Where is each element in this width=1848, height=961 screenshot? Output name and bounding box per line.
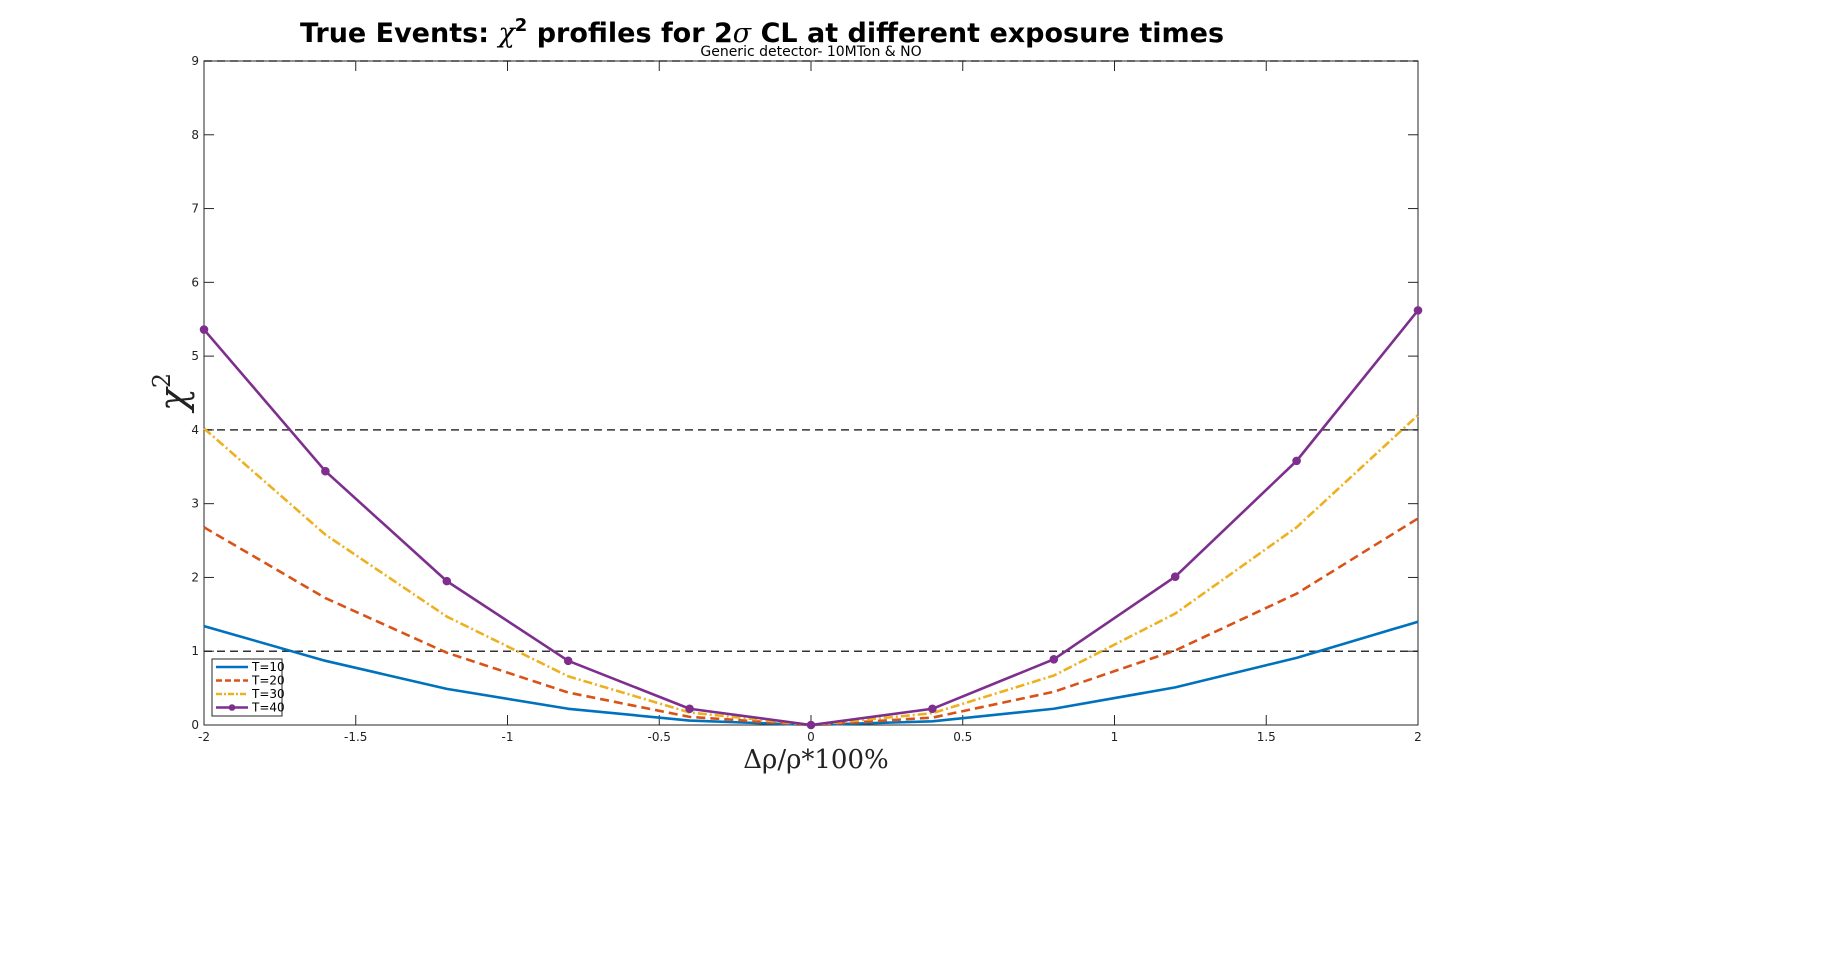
data-point	[806, 720, 816, 730]
chart-title: True Events: χ2 profiles for 2σ CL at di…	[300, 15, 1224, 49]
y-axis-label: χ2	[148, 373, 195, 414]
data-point	[1292, 456, 1301, 466]
x-tick-label: 1	[1111, 730, 1119, 744]
plot-area: -2 -1.5 -1 -0.5 0 0.5 1 1.5 2 0 1 2 3 4 5 6 7 8 9	[191, 54, 1423, 744]
title-chi-exponent: 2	[515, 15, 528, 36]
x-tick-label: 0.5	[953, 730, 972, 744]
x-tick-label: 0	[807, 730, 815, 744]
data-point	[442, 576, 452, 586]
y-tick-label: 7	[191, 202, 199, 216]
y-tick-label: 9	[191, 54, 199, 68]
x-tick-label: -1	[502, 730, 514, 744]
y-tick-label: 3	[191, 497, 199, 511]
series-line-t40	[203, 309, 1420, 727]
data-point	[1049, 655, 1059, 664]
x-tick-label: 2	[1414, 730, 1422, 744]
y-tick-label: 1	[191, 644, 199, 658]
data-point	[321, 466, 330, 476]
title-sigma-symbol: σ	[733, 18, 753, 49]
legend-label: T=20	[251, 674, 285, 688]
data-point	[1413, 306, 1423, 315]
x-tick-label: -2	[198, 730, 210, 744]
series-line-t30	[203, 414, 1419, 727]
x-tick-label: -0.5	[648, 730, 671, 744]
data-point	[199, 325, 209, 334]
legend-label: T=10	[251, 660, 285, 674]
legend-label: T=30	[251, 687, 285, 701]
x-tick-label: 1.5	[1257, 730, 1276, 744]
legend-label: T=40	[251, 701, 285, 715]
legend-marker	[228, 704, 236, 711]
y-tick-label: 2	[191, 570, 199, 584]
series-line-t10	[203, 620, 1419, 727]
axes-box	[203, 60, 1419, 726]
series-line-t20	[203, 517, 1419, 727]
data-point	[928, 704, 937, 714]
chart-subtitle: Generic detector- 10MTon & NO	[700, 44, 921, 60]
y-tick-label: 8	[191, 128, 199, 142]
y-tick-label: 0	[191, 718, 199, 732]
data-point	[563, 656, 573, 666]
y-tick-label: 5	[191, 349, 199, 363]
legend: T=10T=20T=30T=40	[211, 658, 285, 717]
data-point	[685, 704, 694, 714]
data-point	[1170, 572, 1180, 582]
y-tick-label: 6	[191, 275, 199, 289]
title-chi-symbol: χ	[496, 18, 516, 49]
x-tick-label: -1.5	[344, 730, 367, 744]
x-axis-label: Δρ/ρ*100%	[743, 745, 888, 775]
y-tick-label: 4	[191, 423, 199, 437]
